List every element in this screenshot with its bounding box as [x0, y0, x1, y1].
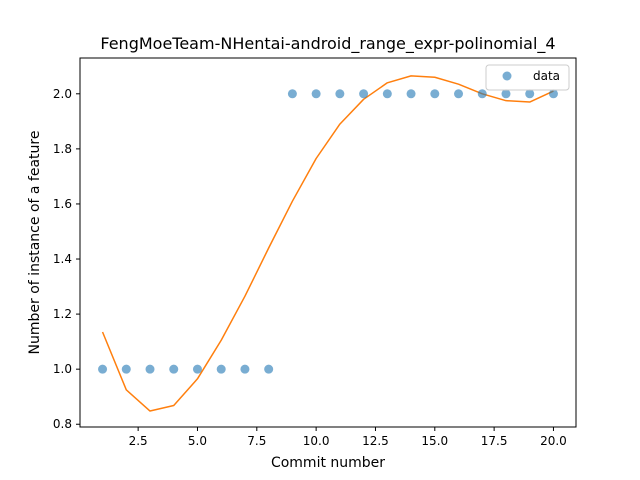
plot-frame — [79, 57, 577, 428]
y-axis-label: Number of instance of a feature — [27, 131, 43, 355]
series-layer — [98, 75, 558, 412]
axis-ticks: 2.5 5.0 7.5 10.0 12.5 15.0 17.5 20.0 0.8 1.0 1.2 1.… — [53, 87, 567, 448]
x-tick-label: 20.0 — [540, 434, 567, 448]
chart-title: FengMoeTeam-NHentai-android_range_expr-p… — [100, 34, 555, 54]
data-point — [121, 364, 131, 374]
data-point — [430, 89, 440, 99]
data-point — [548, 89, 558, 99]
data-point — [311, 89, 321, 99]
data-point — [169, 364, 179, 374]
x-tick-label: 10.0 — [303, 434, 330, 448]
x-tick-label: 17.5 — [481, 434, 508, 448]
data-point — [145, 364, 155, 374]
legend-marker-data — [502, 71, 512, 81]
y-tick-label: 0.8 — [53, 417, 72, 431]
data-point — [264, 364, 274, 374]
y-tick-label: 1.0 — [53, 362, 72, 376]
data-point — [525, 89, 535, 99]
y-tick-label: 1.6 — [53, 197, 72, 211]
x-axis-label: Commit number — [271, 455, 385, 471]
x-tick-label: 2.5 — [129, 434, 148, 448]
data-point — [192, 364, 202, 374]
x-tick-label: 15.0 — [421, 434, 448, 448]
data-point — [359, 89, 369, 99]
data-point — [477, 89, 487, 99]
data-point — [98, 364, 108, 374]
legend-box — [485, 64, 570, 91]
legend-label-data: data — [533, 69, 560, 83]
y-tick-label: 1.4 — [53, 252, 72, 266]
data-point — [406, 89, 416, 99]
data-point — [335, 89, 345, 99]
y-tick-label: 2.0 — [53, 87, 72, 101]
x-tick-label: 7.5 — [247, 434, 266, 448]
y-tick-label: 1.2 — [53, 307, 72, 321]
data-point — [216, 364, 226, 374]
y-tick-label: 1.8 — [53, 142, 72, 156]
legend: data — [485, 64, 570, 91]
data-point — [454, 89, 464, 99]
data-point — [382, 89, 392, 99]
data-point — [501, 89, 511, 99]
x-tick-label: 12.5 — [362, 434, 389, 448]
x-tick-label: 5.0 — [188, 434, 207, 448]
data-point — [240, 364, 250, 374]
data-point — [287, 89, 297, 99]
plot-area — [80, 58, 576, 427]
